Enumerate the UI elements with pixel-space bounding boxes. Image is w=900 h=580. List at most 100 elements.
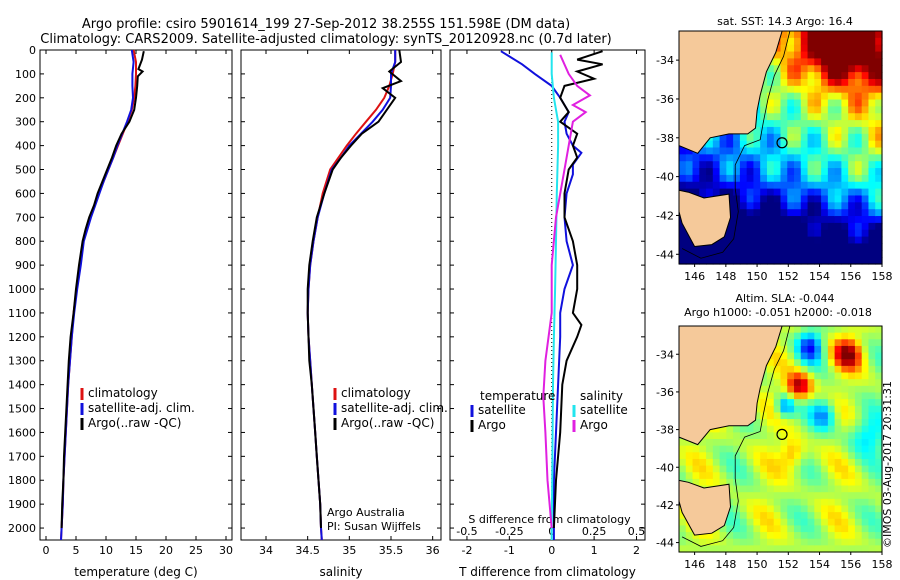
field-cell [827,505,836,513]
field-cell [766,78,775,87]
field-cell [726,425,734,433]
field-cell [719,140,727,149]
field-cell [827,65,836,73]
field-cell [854,478,863,487]
y-tick-label: 900 [15,259,36,272]
field-cell [699,181,707,190]
field-cell [685,161,694,169]
field-cell [841,51,849,60]
field-cell [834,154,842,162]
field-cell [834,365,842,374]
field-cell [787,222,795,231]
field-cell [712,425,721,433]
field-cell [841,250,849,258]
field-cell [827,133,836,142]
field-cell [814,538,822,546]
field-cell [861,120,870,128]
field-cell [861,58,870,66]
x-tick-label: -2 [461,544,472,557]
field-cell [854,236,863,245]
field-cell [848,385,856,394]
field-cell [854,339,863,347]
field-cell [766,174,775,183]
field-cell [746,518,755,527]
field-cell [821,65,829,73]
field-cell [794,532,802,540]
field-cell [807,37,815,46]
field-cell [692,161,700,169]
field-cell [753,405,761,414]
field-cell [760,147,768,155]
field-cell [834,452,842,460]
field-cell [773,147,782,155]
field-cell [827,181,836,190]
field-cell [807,133,815,142]
field-cell [821,243,829,251]
field-cell [848,58,856,66]
field-cell [834,51,842,60]
field-cell [787,518,795,527]
field-cell [712,188,721,197]
field-cell [685,257,694,265]
field-cell [854,243,863,251]
field-cell [827,250,836,258]
field-cell [827,168,836,176]
field-cell [787,538,795,546]
field-cell [679,257,687,265]
field-cell [766,525,775,533]
field-cell [807,332,815,340]
field-cell [861,485,870,493]
field-cell [773,168,782,176]
field-cell [726,518,734,527]
field-cell [814,113,822,121]
field-cell [827,44,836,53]
field-cell [794,216,802,224]
field-cell [692,188,700,197]
field-cell [834,326,842,334]
field-cell [814,44,822,53]
field-cell [834,419,842,427]
field-cell [753,458,761,467]
field-cell [766,216,775,224]
field-cell [868,72,876,80]
field-cell [861,37,870,46]
field-cell [780,452,788,460]
field-cell [766,222,775,231]
field-cell [794,512,802,520]
field-cell [739,512,748,520]
field-cell [719,161,727,169]
series-line-2 [550,52,560,540]
field-cell [787,202,795,210]
field-cell [692,445,700,453]
field-cell [848,545,856,553]
field-cell [787,472,795,480]
field-cell [780,505,788,513]
field-cell [814,216,822,224]
field-cell [875,229,883,238]
field-cell [753,181,761,190]
field-cell [726,472,734,480]
field-cell [773,92,782,101]
field-cell [766,161,775,169]
field-cell [726,188,734,197]
field-cell [875,257,883,265]
field-cell [760,113,768,121]
field-cell [854,332,863,340]
field-cell [746,195,755,203]
x-tick-label: 25 [189,544,203,557]
field-cell [868,385,876,394]
field-cell [780,243,788,251]
field-cell [868,478,876,487]
field-cell [706,147,714,155]
field-cell [800,202,809,210]
field-cell [814,365,822,374]
field-cell [841,439,849,447]
field-cell [854,161,863,169]
map-x-tick-label: 158 [872,558,893,571]
field-cell [726,439,734,447]
field-cell [848,498,856,507]
field-cell [868,379,876,387]
field-cell [685,465,694,473]
field-cell [827,154,836,162]
field-cell [753,168,761,176]
